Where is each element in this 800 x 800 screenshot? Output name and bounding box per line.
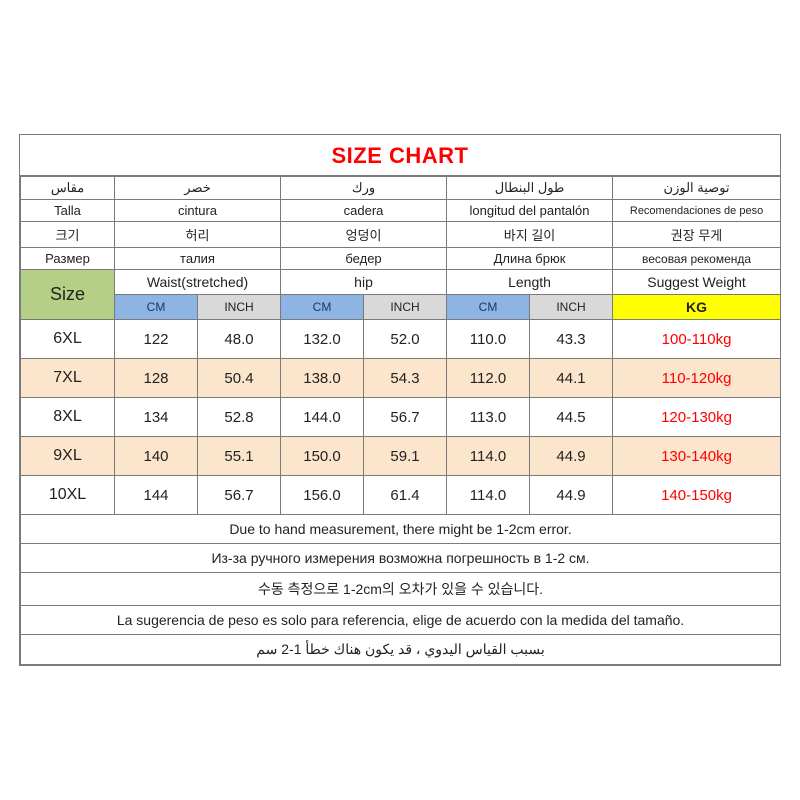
unit-inch: INCH — [364, 295, 447, 320]
lang-row-arabic: مقاس خصر ورك طول البنطال توصية الوزن — [21, 177, 781, 200]
data-cell: 140 — [115, 437, 198, 476]
header-cell: Talla — [21, 200, 115, 222]
header-cell: Recomendaciones de peso — [613, 200, 781, 222]
unit-kg: KG — [613, 295, 781, 320]
data-cell: 44.9 — [530, 476, 613, 515]
table-row: 6XL12248.0132.052.0110.043.3100-110kg — [21, 320, 781, 359]
unit-inch: INCH — [198, 295, 281, 320]
table-row: 9XL14055.1150.059.1114.044.9130-140kg — [21, 437, 781, 476]
data-cell: 144.0 — [281, 398, 364, 437]
data-cell: 55.1 — [198, 437, 281, 476]
data-cell: 8XL — [21, 398, 115, 437]
note-text: Из-за ручного измерения возможна погрешн… — [21, 544, 781, 573]
data-cell: 44.5 — [530, 398, 613, 437]
waist-header: Waist(stretched) — [115, 270, 281, 295]
data-cell: 156.0 — [281, 476, 364, 515]
data-cell: 130-140kg — [613, 437, 781, 476]
header-cell: бедер — [281, 248, 447, 270]
table-row: 7XL12850.4138.054.3112.044.1110-120kg — [21, 359, 781, 398]
chart-title: SIZE CHART — [20, 135, 780, 176]
unit-cm: CM — [447, 295, 530, 320]
note-text: 수동 측정으로 1-2cm의 오차가 있을 수 있습니다. — [21, 573, 781, 606]
header-cell: طول البنطال — [447, 177, 613, 200]
data-cell: 110-120kg — [613, 359, 781, 398]
data-cell: 120-130kg — [613, 398, 781, 437]
data-cell: 44.1 — [530, 359, 613, 398]
data-cell: 56.7 — [364, 398, 447, 437]
data-cell: 9XL — [21, 437, 115, 476]
data-cell: 144 — [115, 476, 198, 515]
data-cell: 122 — [115, 320, 198, 359]
lang-row-spanish: Talla cintura cadera longitud del pantal… — [21, 200, 781, 222]
lang-row-russian: Размер талия бедер Длина брюк весовая ре… — [21, 248, 781, 270]
header-cell: 엉덩이 — [281, 222, 447, 248]
table-row: 8XL13452.8144.056.7113.044.5120-130kg — [21, 398, 781, 437]
main-header-row: Size Waist(stretched) hip Length Suggest… — [21, 270, 781, 295]
data-cell: 100-110kg — [613, 320, 781, 359]
header-cell: مقاس — [21, 177, 115, 200]
data-cell: 110.0 — [447, 320, 530, 359]
header-cell: весовая рекоменда — [613, 248, 781, 270]
header-cell: Размер — [21, 248, 115, 270]
header-cell: cintura — [115, 200, 281, 222]
note-row: Из-за ручного измерения возможна погрешн… — [21, 544, 781, 573]
data-cell: 44.9 — [530, 437, 613, 476]
data-cell: 134 — [115, 398, 198, 437]
data-cell: 112.0 — [447, 359, 530, 398]
size-chart-table: مقاس خصر ورك طول البنطال توصية الوزن Tal… — [20, 176, 781, 665]
data-cell: 150.0 — [281, 437, 364, 476]
header-cell: cadera — [281, 200, 447, 222]
data-cell: 52.8 — [198, 398, 281, 437]
header-cell: 바지 길이 — [447, 222, 613, 248]
note-text: بسبب القياس اليدوي ، قد يكون هناك خطأ 1-… — [21, 635, 781, 665]
weight-header: Suggest Weight — [613, 270, 781, 295]
unit-cm: CM — [281, 295, 364, 320]
size-header: Size — [21, 270, 115, 320]
data-cell: 138.0 — [281, 359, 364, 398]
data-cell: 114.0 — [447, 437, 530, 476]
length-header: Length — [447, 270, 613, 295]
data-cell: 113.0 — [447, 398, 530, 437]
header-cell: خصر — [115, 177, 281, 200]
size-chart-container: SIZE CHART مقاس خصر ورك طول البنطال توصي… — [19, 134, 781, 666]
data-cell: 6XL — [21, 320, 115, 359]
data-cell: 52.0 — [364, 320, 447, 359]
data-cell: 128 — [115, 359, 198, 398]
note-row: بسبب القياس اليدوي ، قد يكون هناك خطأ 1-… — [21, 635, 781, 665]
header-cell: 크기 — [21, 222, 115, 248]
data-cell: 59.1 — [364, 437, 447, 476]
lang-row-korean: 크기 허리 엉덩이 바지 길이 권장 무게 — [21, 222, 781, 248]
note-row: 수동 측정으로 1-2cm의 오차가 있을 수 있습니다. — [21, 573, 781, 606]
data-cell: 43.3 — [530, 320, 613, 359]
header-cell: 허리 — [115, 222, 281, 248]
data-cell: 61.4 — [364, 476, 447, 515]
unit-header-row: CM INCH CM INCH CM INCH KG — [21, 295, 781, 320]
data-cell: 114.0 — [447, 476, 530, 515]
data-cell: 7XL — [21, 359, 115, 398]
data-cell: 132.0 — [281, 320, 364, 359]
header-cell: longitud del pantalón — [447, 200, 613, 222]
data-cell: 50.4 — [198, 359, 281, 398]
note-text: Due to hand measurement, there might be … — [21, 515, 781, 544]
header-cell: توصية الوزن — [613, 177, 781, 200]
data-cell: 56.7 — [198, 476, 281, 515]
header-cell: 권장 무게 — [613, 222, 781, 248]
header-cell: ورك — [281, 177, 447, 200]
unit-cm: CM — [115, 295, 198, 320]
data-cell: 10XL — [21, 476, 115, 515]
note-row: Due to hand measurement, there might be … — [21, 515, 781, 544]
note-row: La sugerencia de peso es solo para refer… — [21, 606, 781, 635]
hip-header: hip — [281, 270, 447, 295]
header-cell: талия — [115, 248, 281, 270]
note-text: La sugerencia de peso es solo para refer… — [21, 606, 781, 635]
header-cell: Длина брюк — [447, 248, 613, 270]
data-cell: 48.0 — [198, 320, 281, 359]
data-cell: 140-150kg — [613, 476, 781, 515]
table-row: 10XL14456.7156.061.4114.044.9140-150kg — [21, 476, 781, 515]
unit-inch: INCH — [530, 295, 613, 320]
data-cell: 54.3 — [364, 359, 447, 398]
